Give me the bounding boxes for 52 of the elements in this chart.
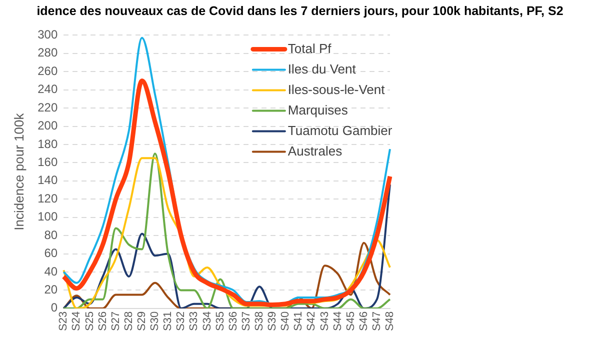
- x-tick-label: S29: [136, 311, 148, 332]
- x-tick-label: S32: [175, 311, 188, 332]
- x-tick-label: S43: [318, 311, 331, 332]
- chart-title: idence des nouveaux cas de Covid dans les 7 derniers jours, pour 100k habitants, PF, S2: [36, 3, 564, 20]
- x-tick-label: S31: [162, 311, 174, 332]
- y-tick-label: 200: [38, 118, 58, 133]
- x-tick-label: S45: [344, 311, 357, 332]
- legend-label: Australes: [288, 143, 343, 158]
- x-tick-label: S33: [188, 311, 200, 332]
- x-tick-label: S42: [306, 311, 318, 332]
- line-series: [61, 78, 392, 308]
- x-tick-label: S38: [253, 311, 266, 332]
- x-tick-label: S25: [84, 311, 96, 332]
- line-series: [62, 184, 391, 308]
- x-tick-label: S23: [58, 311, 70, 332]
- y-tick-label: 0: [50, 300, 58, 315]
- x-tick-label: S47: [370, 311, 383, 332]
- x-tick-label: S39: [266, 311, 279, 332]
- y-tick-label: 260: [38, 64, 58, 78]
- x-tick-label: S27: [110, 311, 122, 332]
- y-tick-label: 20: [44, 282, 58, 297]
- x-tick-label: S40: [280, 311, 292, 332]
- y-tick-label: 160: [38, 155, 58, 170]
- y-tick-label: 280: [38, 46, 58, 60]
- x-tick-label: S30: [149, 311, 162, 332]
- y-tick-label: 120: [38, 191, 58, 206]
- x-tick-label: S37: [240, 311, 252, 332]
- x-tick-label: S46: [358, 311, 370, 332]
- y-tick-label: 40: [44, 264, 58, 278]
- y-tick-label: 140: [38, 173, 58, 188]
- x-tick-label: S34: [201, 311, 214, 332]
- y-tick-label: 100: [38, 210, 58, 224]
- y-tick-label: 180: [38, 136, 58, 151]
- legend-label: Marquises: [288, 102, 348, 118]
- x-tick-label: S28: [122, 311, 135, 332]
- x-tick-label: S24: [70, 311, 83, 332]
- legend-label: Total Pf: [288, 40, 332, 56]
- x-tick-label: S35: [214, 311, 226, 332]
- y-tick-label: 60: [44, 246, 58, 260]
- y-axis-title: Incidence pour 100k: [11, 112, 26, 230]
- x-tick-label: S26: [96, 311, 109, 332]
- legend-label: Iles-sous-le-Vent: [288, 82, 386, 97]
- legend-label: Tuamotu Gambier: [288, 122, 393, 138]
- y-tick-label: 80: [44, 228, 58, 242]
- y-tick-label: 240: [38, 82, 58, 96]
- legend-label: Iles du Vent: [288, 61, 356, 76]
- x-tick-label: S44: [332, 311, 344, 332]
- x-tick-label: S48: [384, 311, 396, 332]
- y-tick-label: 220: [38, 100, 58, 114]
- x-tick-label: S36: [227, 311, 240, 332]
- y-tick-label: 300: [38, 28, 58, 42]
- x-tick-label: S41: [292, 311, 305, 332]
